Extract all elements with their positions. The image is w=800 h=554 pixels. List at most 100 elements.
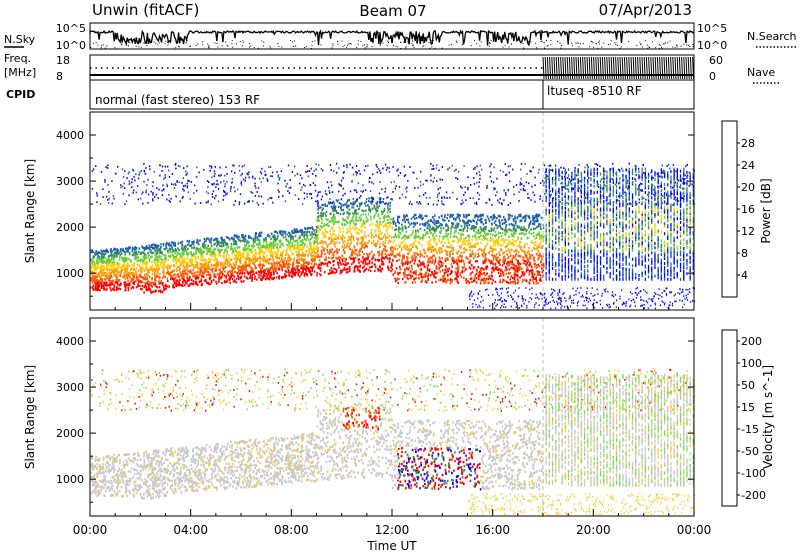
echo-cell [426,255,428,258]
echo-cell [167,258,169,261]
echo-cell [450,232,452,235]
echo-cell [380,258,383,261]
echo-cell [404,247,407,250]
echo-cell [191,241,193,244]
echo-cell [301,252,304,255]
echo-cell [112,270,114,273]
echo-cell [354,252,356,255]
echo-cell [484,267,487,270]
echo-cell [390,197,392,200]
echo-cell [534,265,536,268]
echo-cell [253,253,255,257]
echo-cell [96,278,98,281]
echo-cell [414,277,416,280]
echo-cell [276,236,279,239]
echo-cell [123,250,125,253]
echo-cell [280,239,282,242]
echo-cell [147,270,149,273]
echo-cell [447,228,449,231]
echo-cell [476,222,478,226]
echo-cell [423,222,426,225]
echo-cell [333,229,335,232]
echo-cell [111,256,113,259]
echo-cell [252,261,254,264]
echo-cell [125,247,127,250]
echo-cell [439,260,441,263]
echo-cell [189,269,192,272]
echo-cell [94,264,96,268]
echo-cell [430,238,432,241]
echo-cell [135,267,138,270]
echo-cell [288,274,290,277]
echo-cell [321,218,323,221]
echo-cell [239,271,242,274]
echo-cell [141,276,144,279]
nsearch-point [628,41,630,43]
echo-cell [384,249,386,252]
echo-cell [291,270,294,273]
echo-cell [178,281,180,284]
echo-cell [134,257,136,261]
echo-cell [428,223,431,226]
echo-cell [194,255,197,258]
echo-cell [390,247,392,250]
echo-cell [175,249,177,252]
echo-cell [152,267,154,270]
echo-cell [521,232,523,235]
echo-cell [502,260,505,263]
echo-cell [204,263,207,266]
echo-cell [462,229,465,232]
echo-cell [122,265,124,268]
echo-cell [326,264,329,267]
echo-cell [245,263,248,266]
echo-cell [116,269,119,272]
nsearch-point [149,42,151,44]
echo-cell [104,281,107,284]
echo-cell [235,240,237,244]
nsearch-point [540,41,542,42]
echo-cell [410,274,412,277]
echo-cell [432,234,434,237]
echo-cell [318,263,321,266]
echo-cell [195,280,198,283]
echo-cell [162,267,165,270]
echo-cell [334,268,337,271]
echo-cell [246,255,248,259]
echo-cell [283,258,286,261]
echo-cell [353,238,355,241]
echo-cell [477,235,480,239]
echo-cell [101,274,103,277]
echo-cell [118,271,120,274]
echo-cell [374,214,376,217]
echo-cell [467,239,470,242]
echo-cell [156,250,158,253]
echo-cell [499,215,502,218]
echo-cell [500,238,502,241]
echo-cell [105,282,108,285]
echo-cell [477,232,479,235]
echo-cell [460,236,462,239]
echo-cell [149,250,151,253]
echo-cell [211,244,213,247]
echo-cell [457,241,459,244]
nsearch-point [424,41,425,43]
echo-cell [113,264,115,268]
echo-cell [451,270,453,273]
echo-cell [322,207,324,210]
echo-cell [270,273,272,276]
echo-cell [213,243,216,246]
nsearch-point [639,41,641,43]
echo-cell [295,240,298,243]
echo-cell [171,277,174,280]
echo-cell [428,236,430,239]
echo-cell [445,258,448,261]
echo-cell [469,219,471,222]
echo-cell [319,241,321,244]
echo-cell [342,218,345,221]
nsearch-point [311,40,313,42]
echo-cell [216,258,218,261]
nsearch-point [202,44,204,46]
echo-cell [463,276,465,279]
echo-cell [249,270,252,273]
echo-cell [223,266,226,269]
